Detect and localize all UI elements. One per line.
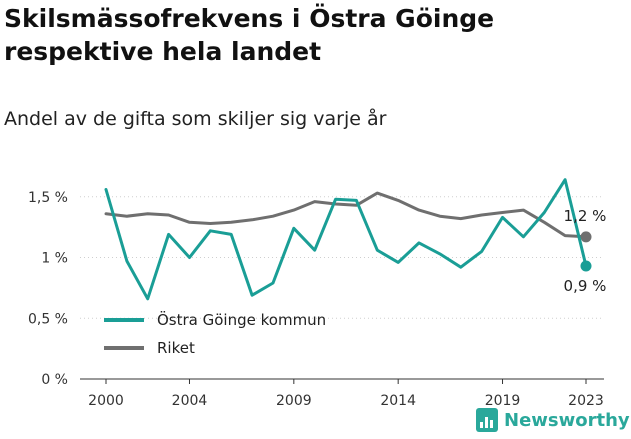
- bar-chart-icon: [476, 408, 498, 432]
- y-tick-label: 0,5 %: [28, 311, 68, 327]
- x-tick-label: 2000: [88, 393, 124, 409]
- end-label-ostra-goinge: 0,9 %: [564, 277, 607, 295]
- end-point-ostra-goinge: [580, 260, 592, 272]
- x-tick-label: 2019: [485, 393, 521, 409]
- y-tick-label: 0 %: [41, 372, 68, 388]
- series-line-riket: [104, 191, 588, 239]
- end-label-riket: 1,2 %: [564, 207, 607, 225]
- x-tick-label: 2009: [276, 393, 312, 409]
- legend-label: Riket: [157, 339, 195, 357]
- legend-label: Östra Göinge kommun: [157, 310, 326, 329]
- y-tick-label: 1,5 %: [28, 190, 68, 206]
- end-point-riket: [580, 231, 592, 243]
- chart-title: Skilsmässofrekvens i Östra Göinge respek…: [4, 4, 495, 66]
- x-tick-label: 2014: [380, 393, 416, 409]
- x-tick-label: 2004: [172, 393, 208, 409]
- series-line-ostra-goinge: [104, 178, 588, 301]
- y-tick-label: 1 %: [41, 251, 68, 267]
- chart-subtitle: Andel av de gifta som skiljer sig varje …: [4, 108, 387, 130]
- brand-name: Newsworthy: [504, 409, 630, 431]
- x-tick-label: 2023: [568, 393, 604, 409]
- brand-logo: Newsworthy: [476, 408, 630, 432]
